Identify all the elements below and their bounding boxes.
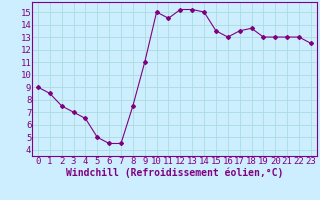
X-axis label: Windchill (Refroidissement éolien,°C): Windchill (Refroidissement éolien,°C) — [66, 167, 283, 178]
